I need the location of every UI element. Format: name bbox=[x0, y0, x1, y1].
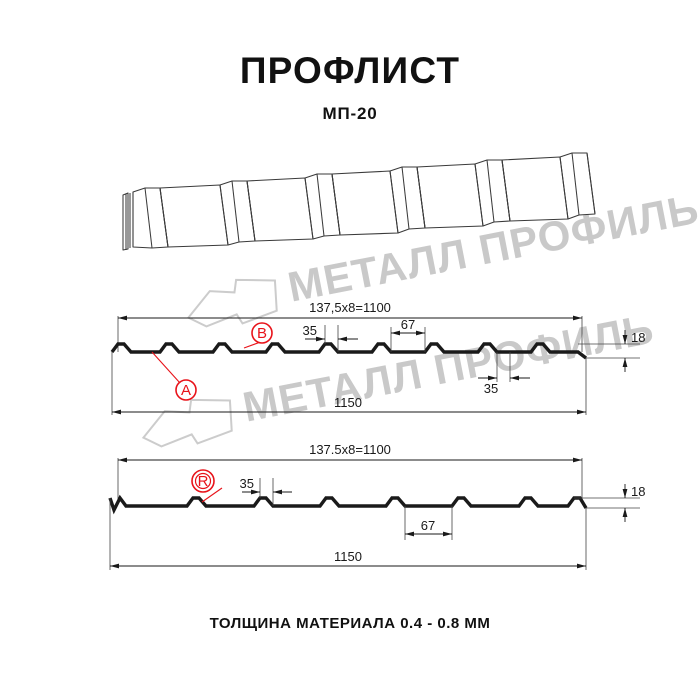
marker-r: R bbox=[191, 469, 223, 503]
marker-a-letter: A bbox=[181, 382, 191, 399]
section-profile-r: 137.5x8=1100 R 35 bbox=[108, 442, 645, 570]
marker-b: B bbox=[243, 322, 273, 349]
iso-left-edge bbox=[122, 192, 129, 251]
marker-r-letter: R bbox=[198, 473, 209, 490]
iso-rib-edge bbox=[571, 152, 580, 216]
profile-outline-2 bbox=[108, 494, 588, 515]
dim-overall-bottom-1: 1150 bbox=[111, 352, 587, 415]
marker-a: A bbox=[151, 351, 197, 401]
profile-outline-1 bbox=[110, 342, 588, 360]
dim-label-valley-bottom-2: 67 bbox=[421, 518, 435, 533]
dim-label-rib-top-1: 35 bbox=[303, 323, 317, 338]
iso-rib-edge bbox=[586, 152, 596, 215]
dim-overall-top-2: 137.5x8=1100 bbox=[117, 442, 583, 500]
dim-height-2: 18 bbox=[574, 484, 645, 522]
dim-overall-bottom-2: 1150 bbox=[109, 498, 587, 570]
section-profile-ab: 137,5x8=1100 A B bbox=[110, 300, 645, 415]
iso-rib-edge bbox=[316, 173, 325, 237]
dim-label-overall-bottom-1: 1150 bbox=[334, 395, 362, 410]
dim-label-rib-top-2: 35 bbox=[240, 476, 254, 491]
iso-ribs bbox=[132, 152, 596, 249]
iso-rib-edge bbox=[144, 187, 153, 249]
dim-label-height-2: 18 bbox=[631, 484, 645, 499]
dim-label-overall-top-2: 137.5x8=1100 bbox=[309, 442, 391, 457]
dim-valley-top-1: 67 bbox=[390, 317, 426, 352]
dim-label-overall-top-1: 137,5x8=1100 bbox=[309, 300, 391, 315]
dim-rib-top-2: 35 bbox=[240, 476, 292, 506]
dim-label-rib-bottom-1: 35 bbox=[484, 381, 498, 396]
iso-rib-edge bbox=[486, 159, 495, 223]
material-thickness-note: ТОЛЩИНА МАТЕРИАЛА 0.4 - 0.8 ММ bbox=[209, 615, 491, 632]
dim-rib-top-1: 35 bbox=[303, 323, 358, 352]
dim-valley-bottom-2: 67 bbox=[404, 506, 453, 540]
dim-label-overall-bottom-2: 1150 bbox=[334, 549, 362, 564]
dim-label-valley-top-1: 67 bbox=[401, 317, 415, 332]
dim-label-height-1: 18 bbox=[631, 330, 645, 345]
marker-b-letter: B bbox=[257, 325, 267, 342]
iso-rib-edge bbox=[231, 180, 240, 243]
iso-rib-edge bbox=[401, 166, 410, 230]
dim-height-1: 18 bbox=[578, 330, 645, 372]
dim-rib-bottom-1: 35 bbox=[478, 352, 530, 396]
dim-overall-top-1: 137,5x8=1100 bbox=[117, 300, 583, 352]
